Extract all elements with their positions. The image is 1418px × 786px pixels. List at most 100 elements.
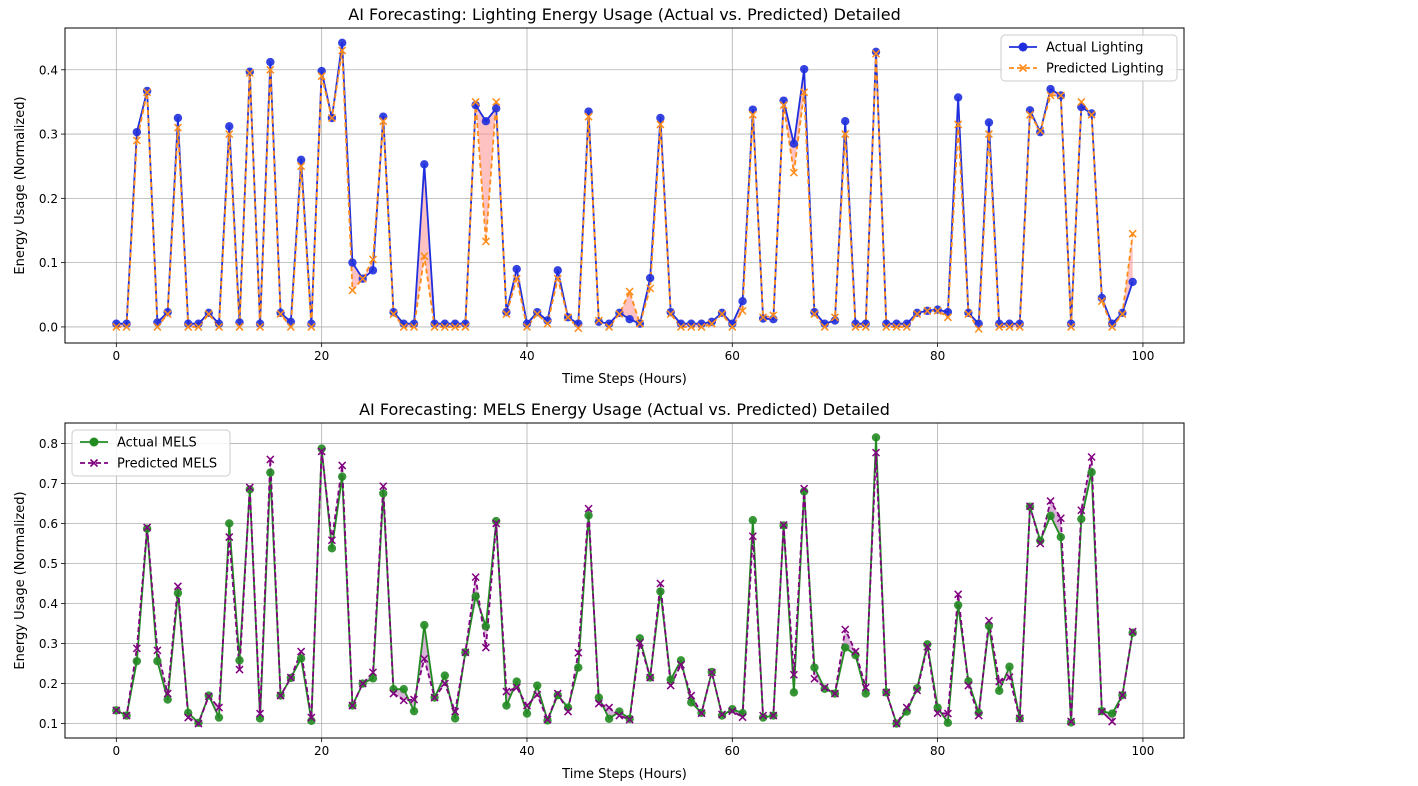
predicted-point — [830, 689, 839, 698]
predicted-point — [368, 255, 378, 264]
predicted-point — [256, 709, 265, 718]
legend-marker-actual-mels — [89, 437, 99, 447]
actual-point — [1025, 106, 1035, 115]
predicted-point — [707, 319, 716, 328]
predicted-point — [1046, 91, 1055, 100]
actual-point — [933, 305, 942, 314]
predicted-point — [440, 322, 449, 331]
predicted-point — [512, 683, 521, 692]
predicted-point — [122, 322, 131, 331]
predicted-point — [399, 322, 408, 331]
predicted-point — [769, 311, 778, 320]
legend-marker-predicted-mels — [89, 458, 99, 468]
predicted-point — [553, 274, 562, 283]
actual-point — [225, 122, 234, 131]
predicted-point — [974, 324, 983, 333]
predicted-point — [543, 715, 552, 724]
actual-point — [1046, 84, 1055, 94]
y-tick-label: 0.1 — [39, 717, 58, 731]
predicted-point — [492, 97, 501, 106]
predicted-point — [276, 691, 285, 700]
legend-label-predicted-mels: Predicted MELS — [117, 457, 217, 472]
actual-point — [738, 708, 747, 718]
y-tick-label: 0.4 — [39, 597, 58, 611]
predicted-point — [717, 310, 727, 319]
actual-point — [1077, 514, 1086, 524]
actual-point — [266, 57, 275, 67]
predicted-point — [789, 168, 798, 177]
y-tick-label: 0.6 — [39, 517, 58, 531]
predicted-point — [389, 689, 398, 698]
predicted-point — [646, 673, 655, 682]
predicted-point — [368, 668, 378, 677]
actual-point — [594, 693, 604, 702]
mels-chart: AI Forecasting: MELS Energy Usage (Actua… — [13, 400, 1185, 782]
predicted-point — [656, 579, 665, 588]
actual-point — [512, 264, 521, 274]
predicted-point — [132, 644, 141, 653]
actual-point — [1087, 109, 1096, 118]
x-tick-label: 20 — [314, 349, 329, 363]
actual-point — [368, 674, 378, 683]
y-axis-label: Energy Usage (Normalized) — [13, 96, 28, 274]
predicted-point — [184, 713, 193, 722]
actual-point — [245, 67, 254, 76]
actual-point — [656, 113, 665, 123]
actual-point — [337, 472, 347, 481]
predicted-point — [143, 523, 152, 532]
predicted-point — [954, 120, 963, 129]
actual-point — [953, 600, 963, 610]
predicted-point — [1005, 322, 1014, 331]
predicted-point — [974, 711, 983, 720]
predicted-point — [461, 648, 470, 657]
actual-point — [717, 711, 727, 720]
predicted-point — [882, 322, 891, 331]
predicted-point — [759, 313, 768, 322]
predicted-point — [564, 313, 573, 322]
actual-point — [953, 93, 963, 102]
predicted-point — [307, 322, 316, 331]
predicted-point — [379, 482, 388, 491]
predicted-point — [256, 322, 265, 331]
actual-point — [327, 544, 337, 553]
predicted-point — [687, 691, 696, 700]
predicted-point — [779, 521, 788, 530]
actual-point — [337, 38, 347, 47]
predicted-point — [1128, 229, 1137, 238]
actual-point — [379, 489, 388, 498]
y-tick-label: 0.3 — [39, 637, 58, 651]
actual-point — [964, 676, 973, 686]
legend: Actual MELS Predicted MELS — [71, 429, 231, 477]
x-axis-ticks: 0 20 40 60 80 100 — [113, 343, 1154, 363]
actual-point — [1036, 536, 1045, 545]
actual-point — [153, 318, 162, 327]
predicted-point — [995, 322, 1004, 331]
predicted-point — [338, 46, 347, 55]
predicted-point — [327, 113, 336, 123]
predicted-point — [564, 707, 573, 716]
actual-point — [789, 688, 799, 697]
predicted-point — [533, 690, 542, 699]
predicted-point — [892, 719, 901, 728]
predicted-point — [1128, 627, 1137, 636]
y-tick-label: 0.8 — [39, 437, 58, 451]
actual-point — [522, 709, 532, 718]
predicted-point — [697, 322, 706, 331]
actual-point — [1118, 308, 1127, 317]
predicted-point — [697, 709, 706, 718]
predicted-point — [820, 322, 829, 331]
actual-point — [656, 587, 665, 596]
predicted-point — [902, 703, 911, 712]
predicted-point — [502, 310, 511, 319]
predicted-point — [1015, 714, 1024, 723]
actual-point — [348, 258, 357, 267]
actual-point — [173, 113, 183, 123]
predicted-point — [317, 447, 326, 456]
predicted-point — [225, 130, 234, 139]
y-tick-label: 0.0 — [39, 320, 58, 334]
predicted-point — [225, 533, 234, 542]
actual-point — [471, 592, 480, 601]
predicted-point — [779, 101, 788, 110]
actual-point — [779, 96, 788, 105]
predicted-point — [1097, 707, 1106, 716]
